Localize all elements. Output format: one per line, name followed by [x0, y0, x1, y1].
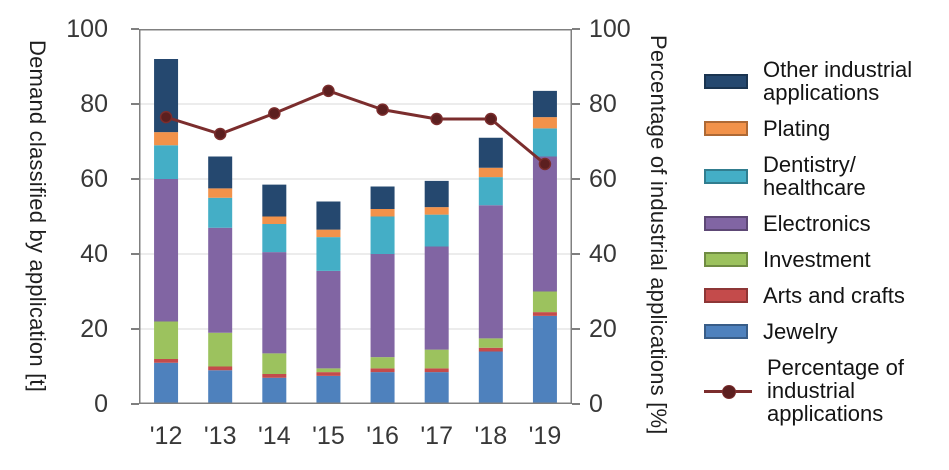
line-marker-icon [704, 384, 752, 399]
y-tick-label: 40 [589, 240, 617, 268]
y-tick-label: 60 [80, 165, 108, 193]
x-tick-label: '18 [474, 422, 508, 450]
legend-item-electronics: Electronics [704, 212, 949, 235]
y-tick-label: 100 [589, 15, 631, 43]
axis-tick-mark [572, 403, 580, 405]
y-tick-label: 40 [80, 240, 108, 268]
legend-item-jewelry: Jewelry [704, 320, 949, 343]
axis-tick-mark [131, 253, 139, 255]
plot-area [139, 29, 572, 404]
y-tick-label: 0 [94, 390, 108, 418]
x-tick-label: '17 [420, 422, 453, 450]
legend-item-percentage-line: Percentage of industrial applications [704, 356, 949, 425]
y-tick-label: 0 [589, 390, 603, 418]
jewelry-swatch-icon [704, 324, 748, 339]
axis-tick-mark [131, 28, 139, 30]
x-tick-label: '13 [203, 422, 237, 450]
right-axis-title: Percentage of industrial applications [%… [646, 35, 671, 435]
axis-tick-mark [131, 178, 139, 180]
legend-label: Plating [763, 116, 831, 141]
x-tick-label: '16 [366, 422, 399, 450]
legend-label: Dentistry/ healthcare [763, 152, 866, 200]
legend: Other industrial applications Plating De… [704, 58, 949, 425]
x-tick-label: '19 [528, 422, 562, 450]
plot-svg [139, 29, 572, 404]
axis-tick-mark [131, 403, 139, 405]
axis-tick-mark [131, 328, 139, 330]
y-tick-label: 80 [589, 90, 617, 118]
legend-label: Arts and crafts [763, 283, 905, 308]
investment-swatch-icon [704, 252, 748, 267]
electronics-swatch-icon [704, 216, 748, 231]
x-tick-labels: '12 '13 '14 '15 '16 '17 '18 '19 [139, 422, 572, 456]
y-tick-label: 80 [80, 90, 108, 118]
y-tick-label: 20 [589, 315, 617, 343]
axis-tick-mark [572, 178, 580, 180]
axis-tick-mark [572, 253, 580, 255]
axis-tick-mark [572, 28, 580, 30]
y-tick-label: 100 [66, 15, 108, 43]
legend-item-other-industrial: Other industrial applications [704, 58, 949, 104]
legend-label: Investment [763, 247, 871, 272]
dentistry-swatch-icon [704, 168, 748, 184]
legend-label: Jewelry [763, 319, 838, 344]
legend-label: Electronics [763, 211, 871, 236]
legend-item-plating: Plating [704, 117, 949, 140]
x-tick-label: '14 [258, 422, 291, 450]
axis-tick-mark [572, 328, 580, 330]
legend-label: Percentage of industrial applications [767, 355, 904, 426]
legend-item-dentistry: Dentistry/ healthcare [704, 153, 949, 199]
arts-crafts-swatch-icon [704, 288, 748, 303]
y-tick-label: 60 [589, 165, 617, 193]
legend-item-arts-crafts: Arts and crafts [704, 284, 949, 307]
y-tick-label: 20 [80, 315, 108, 343]
left-axis-title: Demand classified by application [t] [25, 39, 50, 393]
legend-label: Other industrial applications [763, 57, 913, 105]
other-industrial-swatch-icon [704, 73, 748, 89]
axis-tick-mark [572, 103, 580, 105]
plating-swatch-icon [704, 121, 748, 136]
x-tick-label: '15 [312, 422, 345, 450]
x-tick-label: '12 [149, 422, 183, 450]
legend-item-investment: Investment [704, 248, 949, 271]
axis-tick-mark [131, 103, 139, 105]
